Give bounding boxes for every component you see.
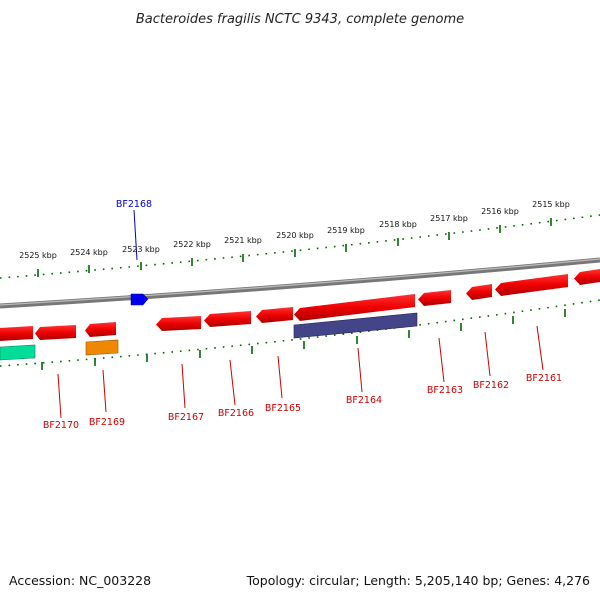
gene-bf2167-arrow[interactable] xyxy=(156,316,201,331)
genome-summary-text: Topology: circular; Length: 5,205,140 bp… xyxy=(246,573,590,588)
leader-bf2166 xyxy=(229,359,236,406)
accession-text: Accession: NC_003228 xyxy=(9,573,151,588)
gene-bf2164-arrow[interactable] xyxy=(294,294,415,321)
gene-bf2170-arrow[interactable] xyxy=(35,325,76,340)
map-title: Bacteroides fragilis NCTC 9343, complete… xyxy=(136,12,464,27)
gene-label-bf2162[interactable]: BF2162 xyxy=(473,380,509,391)
gene-bf2166-arrow[interactable] xyxy=(204,311,251,327)
leader-bf2167 xyxy=(181,363,186,409)
kbp-label: 2520 kbp xyxy=(276,231,314,240)
gene-bf2163-arrow[interactable] xyxy=(418,290,451,306)
reverse-strand-genes xyxy=(0,269,600,341)
kbp-label: 2515 kbp xyxy=(532,200,570,209)
inner-ruler xyxy=(0,299,600,367)
leader-bf2162 xyxy=(484,331,491,377)
kbp-label: 2517 kbp xyxy=(430,214,468,223)
gene-bf2169-orange-feature[interactable] xyxy=(85,339,119,356)
outer-ruler-major-ticks xyxy=(37,218,552,277)
gene-bf2165-arrow[interactable] xyxy=(256,307,293,323)
kbp-label: 2518 kbp xyxy=(379,220,417,229)
kbp-label: 2525 kbp xyxy=(19,251,57,260)
leader-bf2165 xyxy=(277,355,283,399)
leader-bf2161 xyxy=(536,325,544,371)
kbp-label: 2521 kbp xyxy=(224,236,262,245)
gene-bf2168-arrow[interactable] xyxy=(130,293,149,306)
outer-ruler xyxy=(0,214,600,279)
gene-bf2161-arrow[interactable] xyxy=(495,274,568,296)
gene-label-bf2165[interactable]: BF2165 xyxy=(265,403,301,414)
gene-label-bf2169[interactable]: BF2169 xyxy=(89,417,125,428)
gene-label-bf2166[interactable]: BF2166 xyxy=(218,408,254,419)
gene-label-bf2167[interactable]: BF2167 xyxy=(168,412,204,423)
outer-ruler-labels: 2525 kbp 2524 kbp 2523 kbp 2522 kbp 2521… xyxy=(19,200,570,260)
inner-ruler-major-ticks xyxy=(41,309,566,370)
leader-bf2169 xyxy=(102,369,107,413)
gene-label-bf2161[interactable]: BF2161 xyxy=(526,373,562,384)
genome-backbone-highlight xyxy=(0,258,600,306)
kbp-label: 2523 kbp xyxy=(122,245,160,254)
leader-bf2170 xyxy=(57,373,62,419)
gene-label-bf2164[interactable]: BF2164 xyxy=(346,395,382,406)
gene-bf2169-arrow[interactable] xyxy=(85,322,116,337)
gene-labels: BF2168 BF2170 BF2169 BF2167 BF2166 BF216… xyxy=(43,199,562,431)
gene-label-bf2168[interactable]: BF2168 xyxy=(116,199,152,210)
kbp-label: 2524 kbp xyxy=(70,248,108,257)
gene-arrow[interactable] xyxy=(574,269,600,285)
teal-feature[interactable] xyxy=(0,344,36,361)
kbp-label: 2516 kbp xyxy=(481,207,519,216)
kbp-label: 2519 kbp xyxy=(327,226,365,235)
label-leaders xyxy=(57,209,544,419)
leader-bf2168 xyxy=(133,209,138,261)
genome-backbone xyxy=(0,257,600,309)
gene-label-bf2163[interactable]: BF2163 xyxy=(427,385,463,396)
leader-bf2163 xyxy=(438,337,445,383)
gene-arrow[interactable] xyxy=(0,326,33,341)
gene-bf2162-arrow[interactable] xyxy=(466,284,492,300)
gene-label-bf2170[interactable]: BF2170 xyxy=(43,420,79,431)
gene-bf2164-purple-feature[interactable] xyxy=(293,312,418,339)
kbp-label: 2522 kbp xyxy=(173,240,211,249)
leader-bf2164 xyxy=(357,347,363,393)
